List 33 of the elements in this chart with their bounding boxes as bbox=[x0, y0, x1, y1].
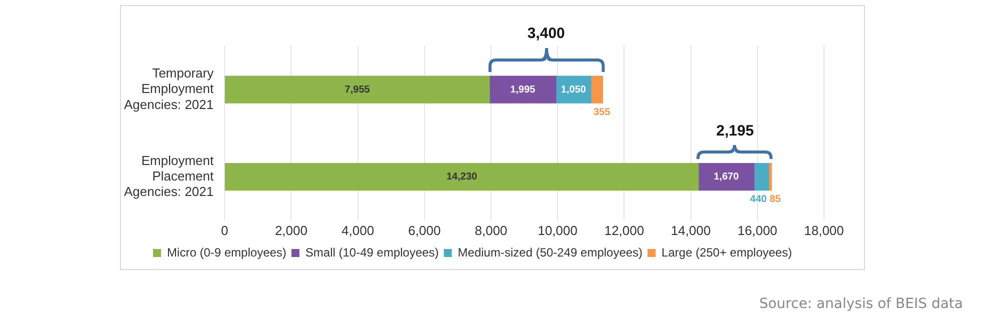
legend-label: Medium-sized (50-249 employees) bbox=[458, 245, 643, 260]
legend-label: Large (250+ employees) bbox=[662, 245, 792, 260]
data-label: 14,230 bbox=[446, 172, 478, 183]
legend-label: Micro (0-9 employees) bbox=[167, 245, 286, 260]
bar bbox=[698, 162, 754, 191]
data-label: 85 bbox=[770, 194, 782, 206]
x-tick-label: 18,000 bbox=[804, 222, 844, 238]
x-tick-label: 12,000 bbox=[604, 222, 644, 238]
source-note: Source: analysis of BEIS data bbox=[759, 296, 963, 312]
text: 3,400 bbox=[527, 25, 565, 42]
data-label: 1,050 bbox=[560, 84, 586, 96]
y-tick-label: Temporary Employment Agencies: 2021 bbox=[124, 66, 214, 112]
x-tick-label: 10,000 bbox=[538, 222, 578, 238]
bar bbox=[224, 76, 490, 104]
x-tick-label: 4,000 bbox=[342, 222, 374, 238]
x-tick-label: 6,000 bbox=[408, 222, 441, 238]
bar bbox=[754, 162, 770, 191]
legend-label: Small (10-49 employees) bbox=[305, 245, 439, 260]
y-tick-label: Employment Placement Agencies: 2021 bbox=[124, 152, 214, 199]
x-tick-label: 16,000 bbox=[738, 222, 778, 238]
data-label: 1,670 bbox=[714, 172, 740, 183]
x-tick-label: 0 bbox=[221, 222, 228, 238]
x-tick-label: 14,000 bbox=[670, 222, 711, 238]
annotation: 2,195 bbox=[716, 122, 754, 140]
bar bbox=[590, 76, 604, 104]
data-label: 1,995 bbox=[510, 84, 536, 96]
bar bbox=[224, 162, 699, 191]
bar bbox=[489, 76, 556, 104]
data-label: 440 bbox=[750, 194, 768, 206]
data-label: 7,955 bbox=[344, 84, 370, 96]
x-tick-label: 2,000 bbox=[274, 222, 308, 238]
data-label: 355 bbox=[593, 106, 611, 118]
x-tick-label: 8,000 bbox=[474, 222, 508, 238]
